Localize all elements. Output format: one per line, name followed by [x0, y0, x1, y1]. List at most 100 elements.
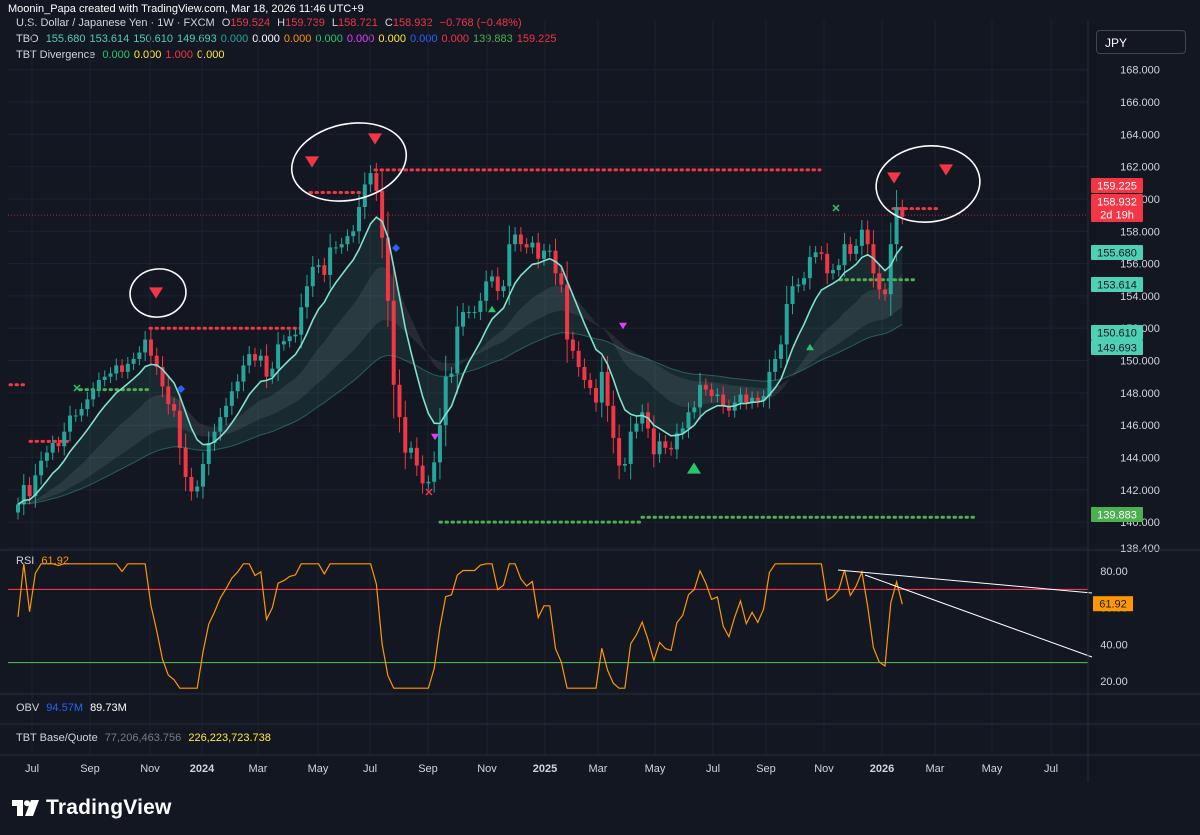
divergence-value-1: 0.000: [133, 49, 162, 61]
divergence-value-3: 0.000: [196, 49, 225, 61]
candle-body-44: [270, 368, 275, 377]
candle-body-122: [721, 394, 726, 406]
candle-body-32: [200, 463, 205, 487]
tbo-value-13: 159.225: [516, 33, 557, 45]
candle-body-111: [657, 441, 662, 455]
candle-body-116: [686, 412, 691, 429]
price-tick-5: 158.000: [1120, 226, 1160, 238]
rsi-tick-3: 20.00: [1100, 676, 1128, 688]
candle-body-48: [293, 334, 298, 337]
candle-body-2: [27, 484, 32, 497]
candle-body-51: [310, 266, 315, 287]
time-tick-15: 2026: [870, 763, 894, 775]
divergence-signal-2-icon: [619, 322, 627, 330]
candle-body-125: [738, 394, 743, 403]
time-tick-2: Nov: [140, 763, 160, 775]
cross-signal-2-icon: [832, 204, 840, 212]
obv-legend[interactable]: OBV 94.57M 89.73M: [16, 702, 131, 714]
candle-body-142: [836, 265, 841, 271]
time-tick-10: Mar: [589, 763, 608, 775]
candle-body-27: [172, 404, 177, 411]
price-chart[interactable]: 168.000166.000164.000162.000160.000158.0…: [0, 0, 1200, 782]
rsi-legend[interactable]: RSI 61.92: [16, 555, 73, 567]
candle-body-29: [183, 447, 188, 477]
candle-body-73: [437, 425, 442, 463]
candle-body-126: [744, 394, 749, 403]
footer: [0, 782, 1200, 835]
svg-text:158.932: 158.932: [1097, 197, 1137, 209]
candle-body-72: [432, 462, 437, 482]
tbo-value-2: 150.610: [133, 33, 173, 45]
candle-body-114: [674, 433, 679, 450]
sell-signal-5-icon: [939, 164, 953, 176]
tbo-value-3: 149.693: [176, 33, 217, 45]
tbo-label[interactable]: TBO: [16, 33, 39, 45]
currency-selector[interactable]: JPY: [1096, 30, 1186, 54]
candle-body-84: [501, 286, 506, 292]
candle-body-18: [120, 365, 125, 372]
divergence-legend[interactable]: TBT Divergence 0.000 0.000 1.000 0.000: [16, 49, 232, 61]
candle-body-133: [784, 304, 789, 345]
candle-body-74: [443, 376, 448, 426]
price-tick-7: 154.000: [1120, 291, 1160, 303]
main-legend[interactable]: U.S. Dollar / Japanese Yen · 1W · FXCM O…: [16, 17, 526, 29]
candle-body-7: [56, 442, 61, 447]
tbo-legend[interactable]: TBO 155.680 153.614 150.610 149.693 0.000 0.0…: [16, 33, 565, 45]
tbo-value-6: 0.000: [283, 33, 312, 45]
price-tick-12: 144.000: [1120, 453, 1160, 465]
candle-body-83: [495, 276, 500, 292]
time-tick-5: May: [308, 763, 329, 775]
base-quote-legend[interactable]: TBT Base/Quote 77,206,463.756 226,223,72…: [16, 732, 275, 744]
candle-body-43: [264, 355, 269, 377]
candle-body-52: [316, 265, 321, 267]
candle-body-21: [137, 352, 142, 359]
rsi-label[interactable]: RSI: [16, 555, 35, 567]
symbol-label[interactable]: U.S. Dollar / Japanese Yen · 1W · FXCM: [16, 17, 215, 29]
annotation-circle-2: [290, 122, 408, 202]
price-tick-6: 156.000: [1120, 259, 1160, 271]
time-tick-7: Sep: [418, 763, 438, 775]
candle-body-46: [281, 341, 286, 345]
base-quote-label[interactable]: TBT Base/Quote: [16, 732, 98, 744]
buy-signal-1-icon: [687, 462, 701, 474]
candle-body-137: [807, 257, 812, 279]
rsi-tick-2: 40.00: [1100, 639, 1128, 651]
candle-body-123: [726, 405, 731, 411]
svg-text:2d 19h: 2d 19h: [1100, 210, 1134, 222]
tbo-value-9: 0.000: [378, 33, 406, 45]
price-tick-10: 148.000: [1120, 388, 1160, 400]
tradingview-logo: TradingView: [46, 796, 172, 819]
obv-label[interactable]: OBV: [16, 702, 40, 714]
candle-body-17: [114, 365, 119, 374]
tbo-value-8: 0.000: [346, 33, 375, 45]
candle-body-127: [750, 397, 755, 403]
candle-body-132: [778, 344, 783, 359]
rsi-tick-0: 80.00: [1100, 566, 1128, 578]
divergence-label[interactable]: TBT Divergence: [16, 49, 96, 61]
candle-body-35: [218, 417, 223, 432]
candle-body-75: [449, 373, 454, 377]
pane-separators: [0, 20, 1200, 782]
time-tick-13: Sep: [756, 763, 776, 775]
buy-signal-3-icon: [806, 343, 814, 351]
annotation-circles: [129, 122, 981, 318]
candle-body-57: [345, 236, 350, 245]
candle-body-81: [484, 281, 489, 301]
tbo-value-1: 153.614: [89, 33, 130, 45]
candle-body-108: [640, 412, 645, 424]
candle-body-68: [409, 447, 414, 453]
cross-signal-1-icon: [73, 384, 81, 392]
candle-body-41: [252, 354, 257, 361]
candle-body-136: [802, 278, 807, 285]
candle-body-101: [599, 371, 604, 403]
time-tick-16: Mar: [926, 763, 945, 775]
price-badge-1: 158.932: [1091, 194, 1143, 209]
price-change: −0.768 (−0.48%): [439, 17, 522, 29]
candle-body-138: [813, 252, 818, 258]
candle-body-12: [85, 399, 90, 410]
candle-body-55: [333, 247, 338, 249]
time-tick-1: Sep: [80, 763, 100, 775]
candle-body-66: [397, 384, 402, 418]
candle-body-16: [108, 373, 113, 377]
